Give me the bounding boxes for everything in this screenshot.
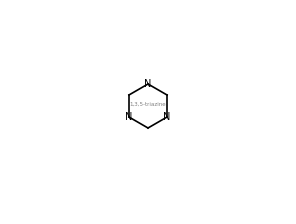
- Text: 1,3,5-triazine: 1,3,5-triazine: [130, 101, 166, 106]
- Text: N: N: [125, 112, 133, 122]
- Text: N: N: [144, 79, 152, 89]
- Text: N: N: [163, 112, 171, 122]
